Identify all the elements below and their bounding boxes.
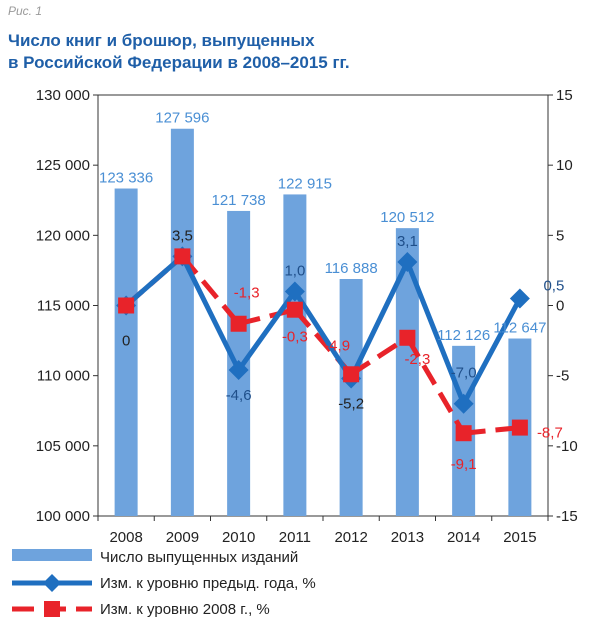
red-line-label: -4,9 (324, 337, 350, 354)
bar-value-label: 123 336 (99, 170, 153, 187)
right-axis-tick-label: 10 (556, 157, 573, 174)
red-marker (286, 301, 303, 318)
x-axis-tick-label: 2011 (279, 529, 311, 546)
bar-value-label: 112 126 (437, 327, 490, 344)
legend-label-red: Изм. к уровню 2008 г., % (100, 601, 270, 618)
red-marker (455, 425, 472, 442)
x-axis-tick-label: 2010 (222, 529, 255, 546)
red-line-segment (180, 254, 241, 326)
left-axis-tick-label: 110 000 (37, 368, 90, 385)
bar-value-label: 120 512 (380, 209, 434, 226)
x-axis-tick-label: 2013 (391, 529, 424, 546)
legend-label-blue: Изм. к уровню предыд. года, % (100, 575, 316, 592)
x-axis-tick-label: 2008 (109, 529, 142, 546)
bar-value-label: 127 596 (155, 110, 209, 127)
legend-marker-red (44, 601, 60, 617)
red-marker (174, 248, 191, 265)
legend-marker-blue (43, 574, 61, 592)
legend-swatch-bars (12, 549, 92, 561)
red-line-label: -0,3 (282, 329, 308, 346)
left-axis-tick-label: 120 000 (36, 227, 90, 244)
blue-line-label: -4,6 (226, 387, 252, 404)
bar (395, 228, 419, 517)
red-line-segment (349, 335, 409, 377)
blue-marker (284, 281, 305, 302)
blue-line-label: 3,1 (397, 233, 418, 250)
blue-line-label: -7,0 (451, 365, 477, 382)
right-axis-tick-label: 15 (556, 87, 573, 104)
left-axis-tick-label: 100 000 (36, 508, 90, 525)
left-axis-tick-label: 105 000 (36, 438, 90, 455)
red-marker (511, 419, 528, 436)
right-axis-tick-label: -15 (556, 508, 578, 525)
bar (114, 188, 138, 516)
blue-line-label: 0 (122, 333, 130, 350)
left-axis-tick-label: 130 000 (36, 87, 90, 104)
x-axis-tick-label: 2009 (166, 529, 199, 546)
chart-title-line2: в Российской Федерации в 2008–2015 гг. (8, 53, 350, 72)
right-axis-tick-label: -10 (556, 438, 578, 455)
red-line-label: -2,3 (404, 351, 430, 368)
right-axis-tick-label: 5 (556, 227, 564, 244)
bar (283, 194, 307, 517)
bar-value-label: 116 888 (325, 260, 378, 277)
red-marker (343, 366, 360, 383)
blue-line-label: 0,5 (543, 277, 564, 294)
red-line-label: -9,1 (451, 456, 477, 473)
red-line-label: -1,3 (234, 285, 260, 302)
red-line-segment (238, 307, 296, 327)
chart-title: Число книг и брошюр, выпущенных в Россий… (8, 30, 568, 74)
blue-line-label: 1,0 (284, 262, 305, 279)
plot-frame (97, 94, 549, 517)
blue-line (124, 253, 523, 407)
blue-marker (509, 288, 530, 309)
x-axis-tick-label: 2014 (447, 529, 480, 546)
blue-marker (397, 251, 418, 272)
bar-value-label: 112 647 (493, 320, 546, 337)
red-marker (118, 297, 135, 314)
blue-marker (228, 360, 249, 381)
blue-line-label: 3,5 (172, 227, 193, 244)
chart-title-line1: Число книг и брошюр, выпущенных (8, 31, 315, 50)
bar (339, 279, 363, 516)
left-axis-tick-label: 125 000 (36, 157, 90, 174)
red-line-segment (405, 336, 466, 435)
red-marker (399, 329, 416, 346)
right-axis-tick-label: 0 (556, 298, 564, 315)
red-line-segment (463, 425, 521, 436)
legend-label-bars: Число выпущенных изданий (100, 549, 298, 566)
blue-line-label: -5,2 (338, 395, 364, 412)
bar-value-label: 122 915 (278, 175, 332, 192)
left-axis-tick-label: 115 000 (37, 298, 90, 315)
right-axis-tick-label: -5 (556, 368, 569, 385)
bar-value-label: 121 738 (212, 192, 266, 209)
red-line-label: -8,7 (537, 425, 563, 442)
figure-label: Рис. 1 (8, 4, 43, 18)
blue-marker (453, 393, 474, 414)
red-marker (230, 315, 247, 332)
bar (170, 128, 194, 516)
x-axis-tick-label: 2012 (334, 529, 367, 546)
x-axis-tick-label: 2015 (503, 529, 536, 546)
